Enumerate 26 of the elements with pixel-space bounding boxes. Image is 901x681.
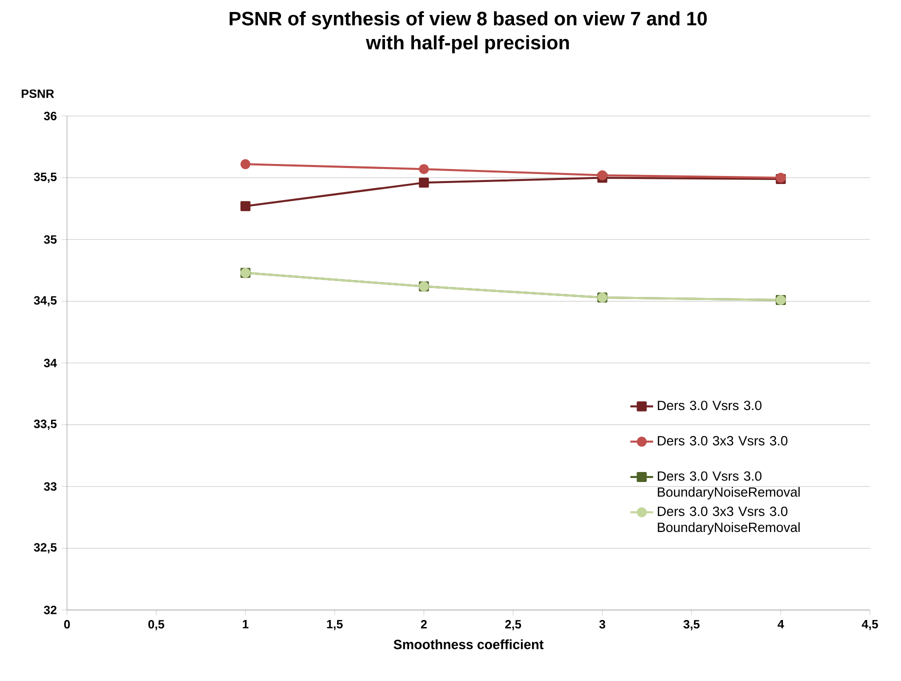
- y-tick-label: 35,5: [34, 172, 57, 183]
- x-tick-label: 0,5: [148, 620, 164, 630]
- x-tick-label: 4: [778, 620, 784, 628]
- x-tick-label: 4,5: [862, 620, 878, 630]
- y-tick-label: 33: [44, 482, 57, 491]
- x-axis-title: Smoothness coefficient: [394, 639, 544, 650]
- x-tick-label: 3: [599, 620, 606, 629]
- y-tick-label: 34,5: [34, 296, 57, 306]
- y-tick-label: 36: [44, 112, 57, 120]
- chart-title: PSNR of synthesis of view 8 based on view 7 and 10 with half-pel precision: [230, 11, 707, 54]
- x-tick-label: 1,5: [327, 620, 343, 630]
- x-tick-label: 3,5: [683, 620, 700, 630]
- x-tick-label: 2,5: [505, 620, 522, 630]
- y-tick-label: 33,5: [34, 420, 57, 430]
- x-tick-label: 1: [242, 620, 248, 628]
- y-tick-label: 32,5: [34, 543, 57, 554]
- legend-label: Ders 3.0 3x3 Vsrs 3.0: [658, 436, 788, 446]
- x-tick-label: 0: [64, 620, 70, 629]
- y-tick-label: 32: [44, 606, 56, 614]
- x-tick-label: 2: [420, 620, 427, 628]
- legend-label: Ders 3.0 Vsrs 3.0 BoundaryNoiseRemoval: [658, 471, 800, 500]
- legend-label: Ders 3.0 Vsrs 3.0: [658, 400, 762, 410]
- y-axis-title: PSNR: [22, 89, 54, 98]
- legend-label: Ders 3.0 3x3 Vsrs 3.0 BoundaryNoiseRemoval: [658, 506, 800, 535]
- y-tick-label: 35: [44, 235, 57, 244]
- y-tick-label: 34: [44, 358, 57, 368]
